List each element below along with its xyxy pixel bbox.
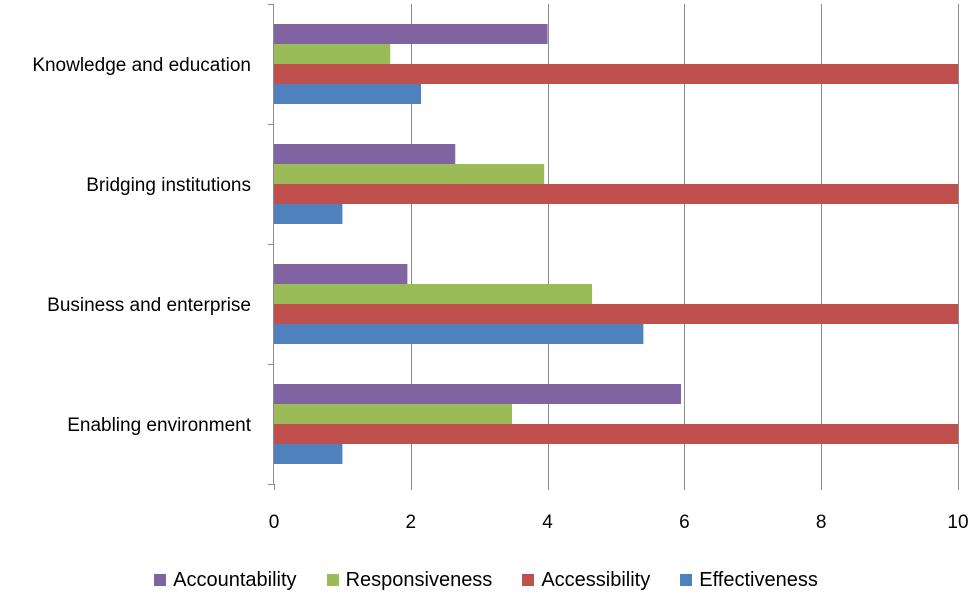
legend-label: Responsiveness [345, 568, 493, 591]
x-tick-label: 2 [406, 512, 417, 533]
legend-swatch [154, 574, 167, 586]
category-label: Business and enterprise [47, 295, 251, 316]
legend-label: Accessibility [541, 568, 651, 591]
bar-effectiveness-business-and-enterprise [274, 324, 644, 344]
category-label: Enabling environment [67, 415, 252, 436]
x-tick-label: 10 [947, 512, 968, 533]
bar-accountability-enabling-environment [274, 384, 681, 404]
bar-accessibility-bridging-institutions [274, 184, 958, 204]
category-label: Knowledge and education [32, 55, 251, 76]
legend-swatch [326, 574, 339, 586]
legend-item-responsiveness: Responsiveness [326, 568, 493, 592]
category-label: Bridging institutions [86, 175, 251, 196]
chart-legend: Accountability Responsiveness Accessibilit… [0, 566, 972, 594]
bar-accountability-knowledge-and-education [274, 24, 548, 44]
x-tick-label: 4 [542, 512, 553, 533]
legend-label: Effectiveness [699, 568, 818, 591]
x-tick-label: 6 [679, 512, 690, 533]
bar-effectiveness-bridging-institutions [274, 204, 343, 224]
bar-responsiveness-enabling-environment [274, 404, 513, 424]
legend-swatch [522, 574, 535, 586]
bar-accessibility-knowledge-and-education [274, 64, 958, 84]
legend-swatch [680, 574, 693, 586]
bar-effectiveness-knowledge-and-education [274, 84, 422, 104]
bar-responsiveness-bridging-institutions [274, 164, 545, 184]
bar-effectiveness-enabling-environment [274, 444, 343, 464]
bar-accountability-bridging-institutions [274, 144, 456, 164]
bar-accessibility-business-and-enterprise [274, 304, 958, 324]
legend-label: Accountability [173, 568, 297, 591]
bar-responsiveness-business-and-enterprise [274, 284, 593, 304]
bar-accountability-business-and-enterprise [274, 264, 408, 284]
x-tick-label: 0 [269, 512, 280, 533]
x-tick-label: 8 [816, 512, 827, 533]
legend-item-accessibility: Accessibility [522, 569, 650, 592]
legend-item-accountability: Accountability [154, 568, 297, 592]
legend-item-effectiveness: Effectiveness [680, 569, 818, 592]
bar-accessibility-enabling-environment [274, 424, 958, 444]
bar-responsiveness-knowledge-and-education [274, 44, 391, 64]
